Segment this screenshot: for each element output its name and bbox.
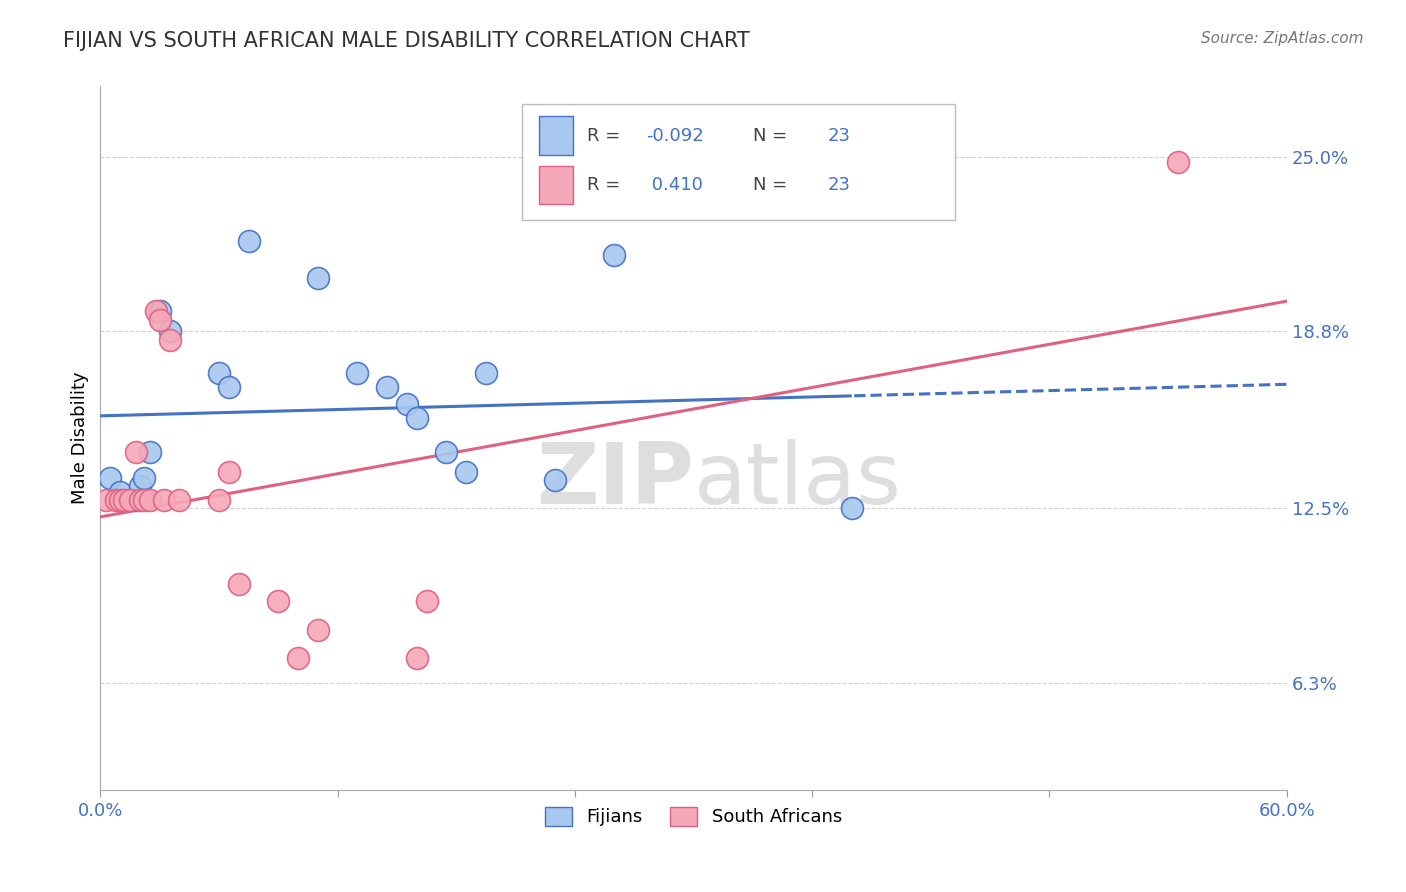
Point (149, 304, 172, 318)
Point (405, 650, 427, 665)
Point (118, 493, 141, 508)
Point (267, 594, 290, 608)
Point (145, 304, 167, 318)
Point (125, 493, 148, 508)
Point (208, 493, 231, 508)
Point (841, 501, 863, 516)
Point (395, 397, 418, 411)
Text: N =: N = (752, 127, 793, 145)
Point (603, 248, 626, 262)
Point (108, 484, 131, 499)
Text: R =: R = (586, 127, 626, 145)
Point (218, 380, 240, 394)
Point (405, 411, 427, 425)
Point (159, 324, 181, 338)
Text: R =: R = (586, 176, 626, 194)
Text: ZIP: ZIP (536, 439, 693, 522)
Point (169, 493, 191, 508)
Text: 23: 23 (828, 127, 851, 145)
Text: atlas: atlas (693, 439, 901, 522)
Point (159, 333, 181, 347)
Point (307, 270, 329, 285)
Point (105, 493, 128, 508)
Text: 0.410: 0.410 (647, 176, 703, 194)
Text: Source: ZipAtlas.com: Source: ZipAtlas.com (1201, 31, 1364, 46)
Point (218, 465, 240, 479)
Text: N =: N = (752, 176, 793, 194)
Point (415, 594, 437, 608)
Point (132, 493, 155, 508)
Point (139, 493, 162, 508)
Point (434, 445, 457, 459)
Y-axis label: Male Disability: Male Disability (72, 372, 89, 505)
Point (456, 465, 478, 479)
Point (475, 367, 498, 381)
Point (544, 474, 567, 488)
Point (96, 493, 118, 508)
Point (287, 650, 309, 665)
Text: -0.092: -0.092 (647, 127, 704, 145)
Point (149, 313, 172, 327)
Bar (540, 166, 572, 204)
Text: 23: 23 (828, 176, 851, 194)
Legend: Fijians, South Africans: Fijians, South Africans (538, 800, 849, 834)
Point (307, 623, 329, 637)
Bar (522, 104, 955, 220)
Point (346, 367, 368, 381)
Point (128, 479, 150, 493)
Text: FIJIAN VS SOUTH AFRICAN MALE DISABILITY CORRELATION CHART: FIJIAN VS SOUTH AFRICAN MALE DISABILITY … (63, 31, 749, 51)
Point (139, 445, 162, 459)
Point (1167, 155, 1189, 169)
Bar (540, 116, 572, 155)
Point (128, 493, 150, 508)
Point (228, 577, 250, 591)
Point (125, 445, 148, 459)
Point (108, 493, 131, 508)
Point (132, 470, 155, 484)
Point (152, 493, 174, 508)
Point (118, 493, 141, 508)
Point (98, 470, 121, 484)
Point (112, 493, 135, 508)
Point (375, 380, 398, 394)
Point (238, 234, 260, 248)
Point (208, 367, 231, 381)
